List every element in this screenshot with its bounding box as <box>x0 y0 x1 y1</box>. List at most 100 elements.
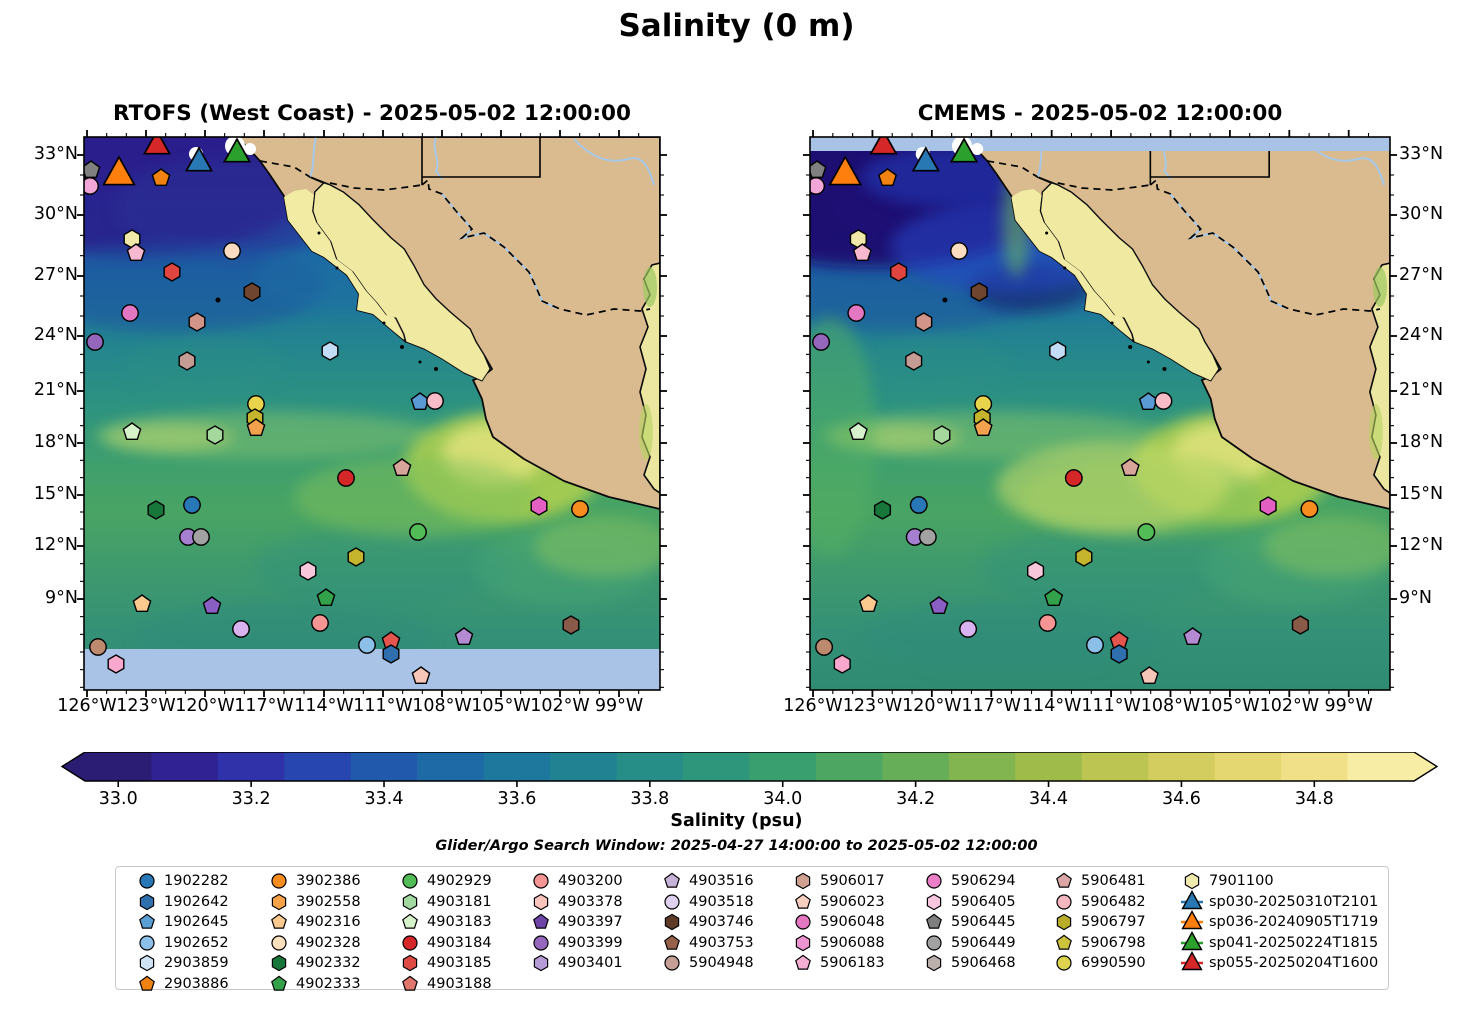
colorbar-tick-label: 34.8 <box>1294 789 1334 809</box>
legend-label: 3902558 <box>296 893 361 910</box>
argo-float-marker <box>183 496 201 514</box>
argo-float-marker <box>299 561 317 581</box>
legend-item-float: 2903886 <box>136 974 229 994</box>
argo-float-marker <box>132 594 152 612</box>
x-tick-label: 111°W <box>1081 696 1141 716</box>
no-data-band <box>810 137 1390 151</box>
axis-ticks <box>77 130 667 697</box>
legend-label: 5904948 <box>689 955 754 971</box>
legend-item-float: 4903185 <box>399 953 492 973</box>
map-canvas-rtofs <box>77 130 667 697</box>
y-tick-label: 21°N <box>33 380 78 400</box>
argo-float-marker <box>188 312 206 332</box>
legend-label: 4902316 <box>296 914 361 930</box>
legend-label: 2903886 <box>164 975 229 992</box>
argo-float-marker <box>833 654 851 674</box>
baja-peninsula <box>1011 189 1133 340</box>
argo-float-marker <box>246 418 266 436</box>
x-tick-label: 102°W <box>1259 696 1320 716</box>
argo-float-marker <box>232 620 250 638</box>
legend-label: 5906023 <box>820 893 885 910</box>
legend-label: 1902645 <box>164 914 229 930</box>
argo-float-marker <box>815 638 834 656</box>
colorbar-tick-label: 34.2 <box>896 789 936 809</box>
legend-label: 4902929 <box>427 873 492 889</box>
legend-label: 5906183 <box>820 955 885 971</box>
argo-float-marker <box>959 620 978 638</box>
glider-marker <box>184 146 214 172</box>
y-tick-label: 24°N <box>33 325 78 345</box>
argo-float-marker <box>426 392 444 410</box>
legend-item-glider: sp036-20240905T1719 <box>1181 910 1379 932</box>
argo-float-marker <box>1154 392 1173 410</box>
legend-label: 5906468 <box>951 955 1016 971</box>
argo-float-marker <box>1300 500 1319 518</box>
legend-item-float: 4902316 <box>268 912 361 932</box>
argo-float-marker <box>847 304 866 322</box>
legend-label: 1902282 <box>164 873 229 889</box>
panel-title-cmems: CMEMS - 2025-05-02 12:00:00 <box>917 101 1283 126</box>
legend-item-float: 1902642 <box>136 892 229 912</box>
legend-label: 4903401 <box>558 955 623 971</box>
x-tick-label: 123°W <box>116 696 176 716</box>
argo-float-marker <box>311 614 329 632</box>
argo-float-marker <box>970 282 988 302</box>
legend-item-float: 5906449 <box>923 933 1016 953</box>
legend-label: sp036-20240905T1719 <box>1209 914 1379 930</box>
argo-float-marker <box>151 168 171 186</box>
x-tick-label: 126°W <box>57 696 117 716</box>
legend-label: 5906048 <box>820 914 885 930</box>
legend-label: 1902642 <box>164 893 229 910</box>
colorbar-tick-label: 34.6 <box>1161 789 1201 809</box>
argo-float-marker <box>86 333 104 351</box>
white-patch <box>244 143 256 155</box>
axis-ticks <box>802 130 1398 697</box>
legend-item-float: 4902333 <box>268 974 361 994</box>
search-window-note: Glider/Argo Search Window: 2025-04-27 14… <box>435 838 1038 854</box>
legend-item-float: 5906048 <box>792 912 885 932</box>
x-tick-label: 99°W <box>594 696 644 716</box>
legend-label: 5906405 <box>951 893 1016 910</box>
legend-item-float: 5906023 <box>792 892 885 912</box>
y-tick-label: 24°N <box>1399 325 1444 345</box>
argo-float-marker <box>812 333 831 351</box>
argo-float-marker <box>1110 644 1128 664</box>
argo-float-marker <box>918 528 937 546</box>
x-tick-label: 111°W <box>353 696 413 716</box>
argo-float-marker <box>89 638 107 656</box>
legend-label: 4903184 <box>427 934 492 951</box>
glider-marker <box>222 137 252 163</box>
legend-label: 5906294 <box>951 873 1016 889</box>
legend-label: sp055-20250204T1600 <box>1209 955 1379 971</box>
map-canvas-cmems <box>802 130 1398 697</box>
map-art <box>810 137 1390 690</box>
legend-item-float: 5906468 <box>923 953 1016 973</box>
legend-item-float: 5906481 <box>1053 871 1146 891</box>
argo-float-marker <box>1137 523 1156 541</box>
legend-label: 5906088 <box>820 934 885 951</box>
legend-item-float: 4902929 <box>399 871 492 891</box>
argo-float-marker <box>316 588 336 606</box>
x-tick-label: 120°W <box>902 696 962 716</box>
x-tick-label: 108°W <box>412 696 472 716</box>
legend-item-glider: sp055-20250204T1600 <box>1181 951 1379 973</box>
x-tick-label: 114°W <box>294 696 354 716</box>
legend-label: 5906482 <box>1081 893 1146 910</box>
x-tick-label: 120°W <box>175 696 235 716</box>
argo-float-marker <box>973 418 993 436</box>
colorbar-tick-label: 33.6 <box>497 789 537 809</box>
legend-item-float: 4903181 <box>399 892 492 912</box>
legend-label: sp041-20250224T1815 <box>1209 934 1379 951</box>
river <box>573 138 655 186</box>
argo-float-marker <box>1291 615 1309 635</box>
legend-label: 6990590 <box>1081 955 1146 971</box>
legend-item-float: 4903397 <box>530 912 623 932</box>
legend-label: sp030-20250310T2101 <box>1209 893 1379 910</box>
map-panel-cmems <box>802 130 1398 697</box>
y-tick-label: 30°N <box>1399 204 1444 224</box>
legend-item-float: 4902332 <box>268 953 361 973</box>
map-panel-rtofs <box>77 130 667 697</box>
legend-item-float: 5906088 <box>792 933 885 953</box>
legend-item-float: 1902282 <box>136 871 229 891</box>
x-tick-label: 105°W <box>471 696 531 716</box>
